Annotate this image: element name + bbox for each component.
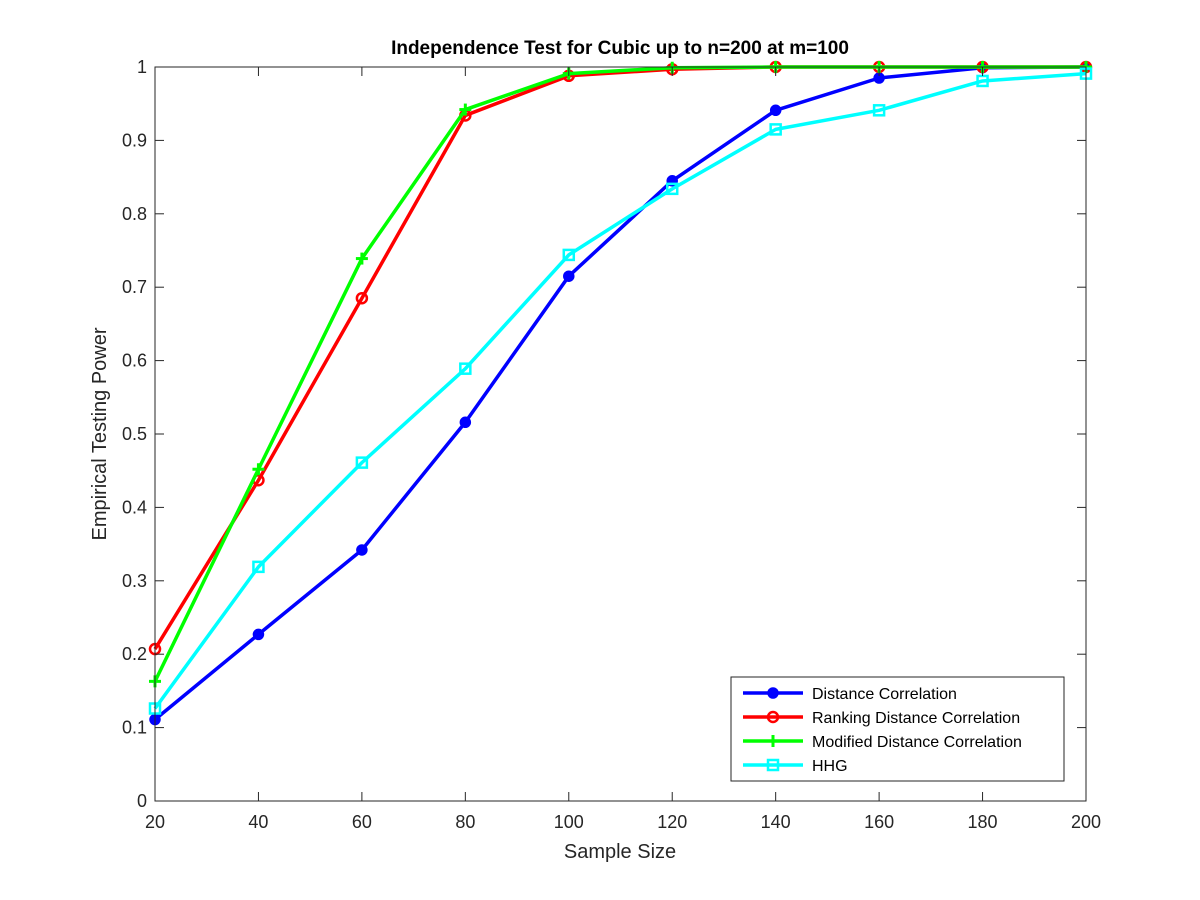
legend-entry-0: Distance Correlation	[743, 686, 957, 703]
y-tick-label-9: 0.9	[122, 130, 147, 150]
series-2-point-2	[355, 252, 368, 265]
legend-label-1: Ranking Distance Correlation	[812, 710, 1020, 727]
x-tick-label-0: 20	[145, 812, 165, 832]
series-0-point-3	[459, 416, 472, 429]
series-0-point-4	[563, 270, 575, 282]
y-tick-label-10: 1	[137, 57, 147, 77]
legend-entry-1: Ranking Distance Correlation	[743, 710, 1020, 727]
legend-entry-2: Modified Distance Correlation	[743, 734, 1022, 751]
legend-marker-0	[767, 687, 779, 699]
y-tick-label-0: 0	[137, 791, 147, 811]
y-tick-label-2: 0.2	[122, 644, 147, 664]
y-tick-label-8: 0.8	[122, 204, 147, 224]
series-0-point-2	[356, 544, 368, 556]
y-axis-label: Empirical Testing Power	[89, 327, 111, 540]
x-tick-label-5: 120	[657, 812, 687, 832]
series-0-point-1	[252, 628, 265, 641]
legend-marker-3	[766, 758, 780, 772]
x-tick-label-7: 160	[864, 812, 894, 832]
series-3-point-5	[665, 182, 679, 196]
x-tick-label-4: 100	[554, 812, 584, 832]
series-2-point-3	[459, 103, 472, 116]
x-tick-label-3: 80	[455, 812, 475, 832]
legend-label-2: Modified Distance Correlation	[812, 734, 1022, 751]
series-3-point-7	[872, 104, 886, 117]
y-tick-label-4: 0.4	[122, 497, 147, 517]
series-3-point-4	[562, 248, 576, 262]
legend-marker-2	[767, 735, 779, 747]
y-tick-label-5: 0.5	[122, 424, 147, 444]
series-3-point-6	[769, 123, 782, 136]
series-1-point-2	[355, 291, 369, 305]
axes-layer: 20 40 60 80 100 120 140 160 180 200 0 0.1 0.2 0.3 0.4 0…	[122, 57, 1101, 832]
x-tick-label-1: 40	[248, 812, 268, 832]
legend-marker-1	[766, 710, 780, 724]
series-0-point-6	[769, 104, 782, 117]
chart-title: Independence Test for Cubic up to n=200 …	[391, 38, 849, 59]
series-line-0	[153, 65, 1087, 721]
series-3-point-3	[459, 362, 472, 375]
x-tick-label-6: 140	[761, 812, 791, 832]
y-tick-label-3: 0.3	[122, 571, 147, 591]
series-line-3	[153, 71, 1087, 710]
series-0	[149, 61, 1092, 726]
legend-entry-3: HHG	[743, 758, 848, 775]
x-axis-label: Sample Size	[564, 841, 676, 863]
y-tick-label-7: 0.7	[122, 277, 147, 297]
x-tick-label-8: 180	[968, 812, 998, 832]
x-tick-label-9: 200	[1071, 812, 1101, 832]
y-tick-label-1: 0.1	[122, 718, 147, 738]
series-3-point-2	[355, 456, 369, 469]
y-tick-label-6: 0.6	[122, 351, 147, 371]
legend-label-3: HHG	[812, 758, 848, 775]
series-2-point-1	[252, 463, 265, 476]
legend: Distance Correlation Ranking Distance Cor…	[730, 676, 1065, 782]
x-tick-label-2: 60	[352, 812, 372, 832]
series-3-point-1	[252, 560, 265, 574]
legend-label-0: Distance Correlation	[812, 686, 957, 703]
